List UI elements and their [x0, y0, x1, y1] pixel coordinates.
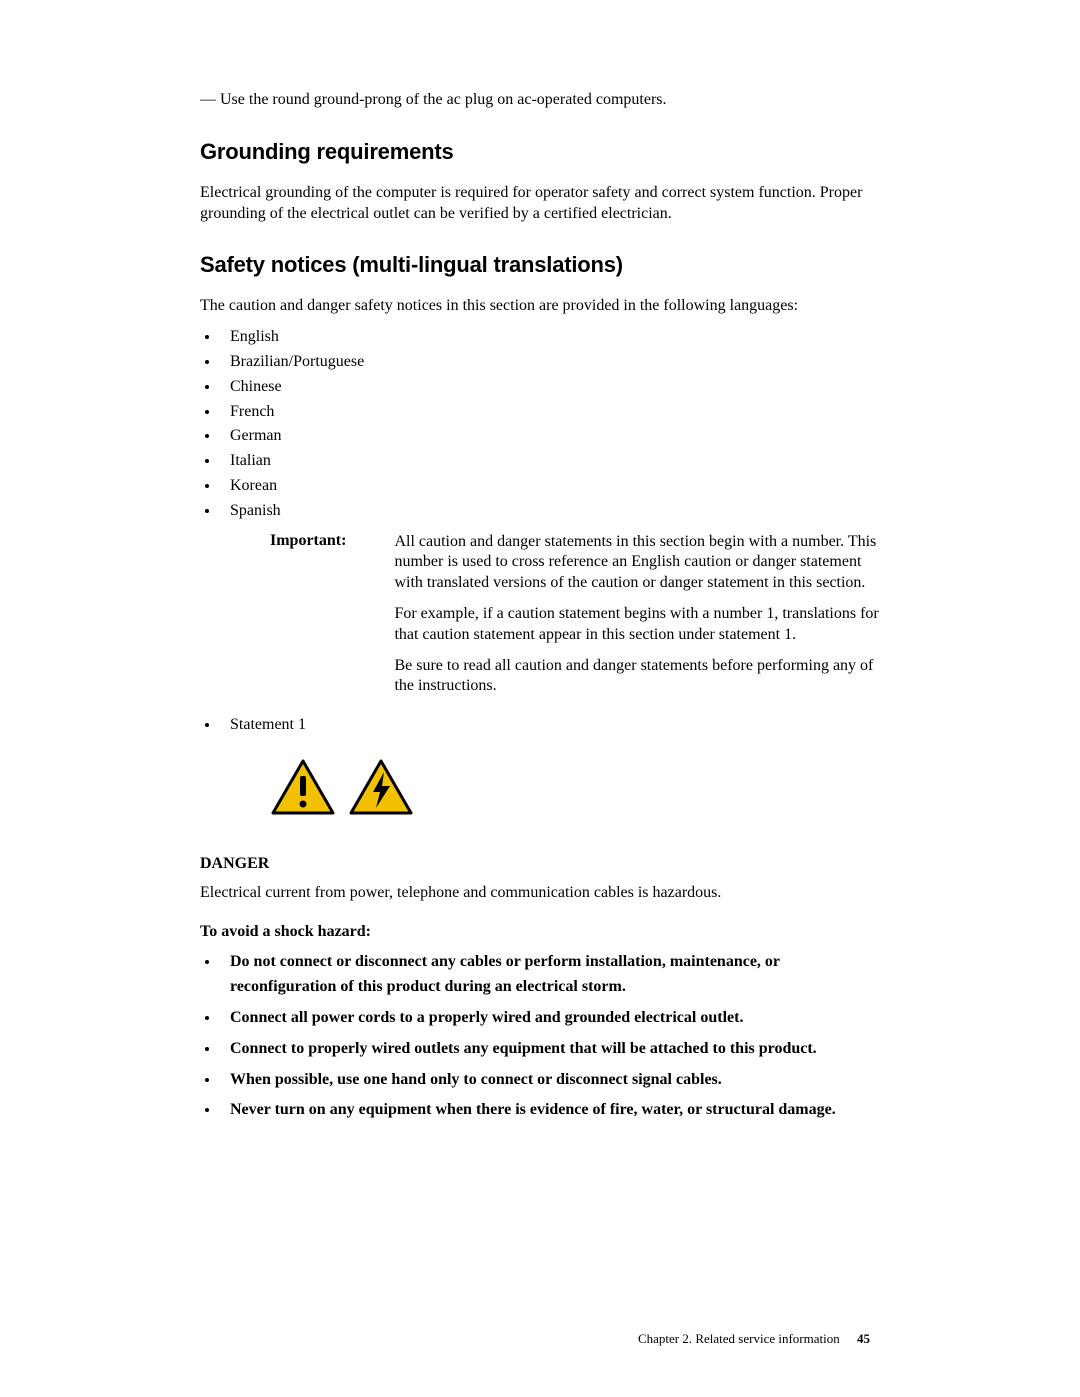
list-item: When possible, use one hand only to conn…	[220, 1068, 880, 1093]
warning-icons	[270, 758, 880, 816]
list-item: Connect to properly wired outlets any eq…	[220, 1037, 880, 1062]
list-item: Do not connect or disconnect any cables …	[220, 950, 880, 1000]
shock-subheading: To avoid a shock hazard:	[200, 922, 880, 943]
electric-hazard-icon	[348, 758, 414, 816]
list-item: Statement 1	[220, 713, 880, 738]
list-item: Never turn on any equipment when there i…	[220, 1098, 880, 1123]
footer-chapter: Chapter 2. Related service information	[638, 1331, 840, 1346]
list-item: German	[220, 424, 880, 449]
list-item: Connect all power cords to a properly wi…	[220, 1006, 880, 1031]
list-item: Korean	[220, 474, 880, 499]
safety-intro: The caution and danger safety notices in…	[200, 296, 880, 317]
grounding-body: Electrical grounding of the computer is …	[200, 183, 880, 225]
heading-grounding: Grounding requirements	[200, 139, 880, 165]
dash-item: — Use the round ground-prong of the ac p…	[200, 90, 880, 111]
list-item: French	[220, 400, 880, 425]
shock-avoid-list: Do not connect or disconnect any cables …	[200, 950, 880, 1123]
danger-body: Electrical current from power, telephone…	[200, 883, 880, 904]
list-item: Italian	[220, 449, 880, 474]
important-p3: Be sure to read all caution and danger s…	[394, 656, 880, 698]
important-p2: For example, if a caution statement begi…	[394, 604, 880, 646]
list-item: English	[220, 325, 880, 350]
important-p1: All caution and danger statements in thi…	[394, 532, 880, 594]
caution-triangle-icon	[270, 758, 336, 816]
footer-page-number: 45	[857, 1331, 870, 1346]
danger-heading: DANGER	[200, 854, 880, 875]
important-label: Important:	[270, 532, 346, 708]
list-item: Brazilian/Portuguese	[220, 350, 880, 375]
heading-safety-notices: Safety notices (multi-lingual translatio…	[200, 252, 880, 278]
list-item: Chinese	[220, 375, 880, 400]
important-text: All caution and danger statements in thi…	[394, 532, 880, 708]
page-footer: Chapter 2. Related service information 4…	[638, 1331, 870, 1347]
statement-list: Statement 1	[200, 713, 880, 738]
language-list: English Brazilian/Portuguese Chinese Fre…	[200, 325, 880, 523]
list-item: Spanish	[220, 499, 880, 524]
important-block: Important: All caution and danger statem…	[270, 532, 880, 708]
